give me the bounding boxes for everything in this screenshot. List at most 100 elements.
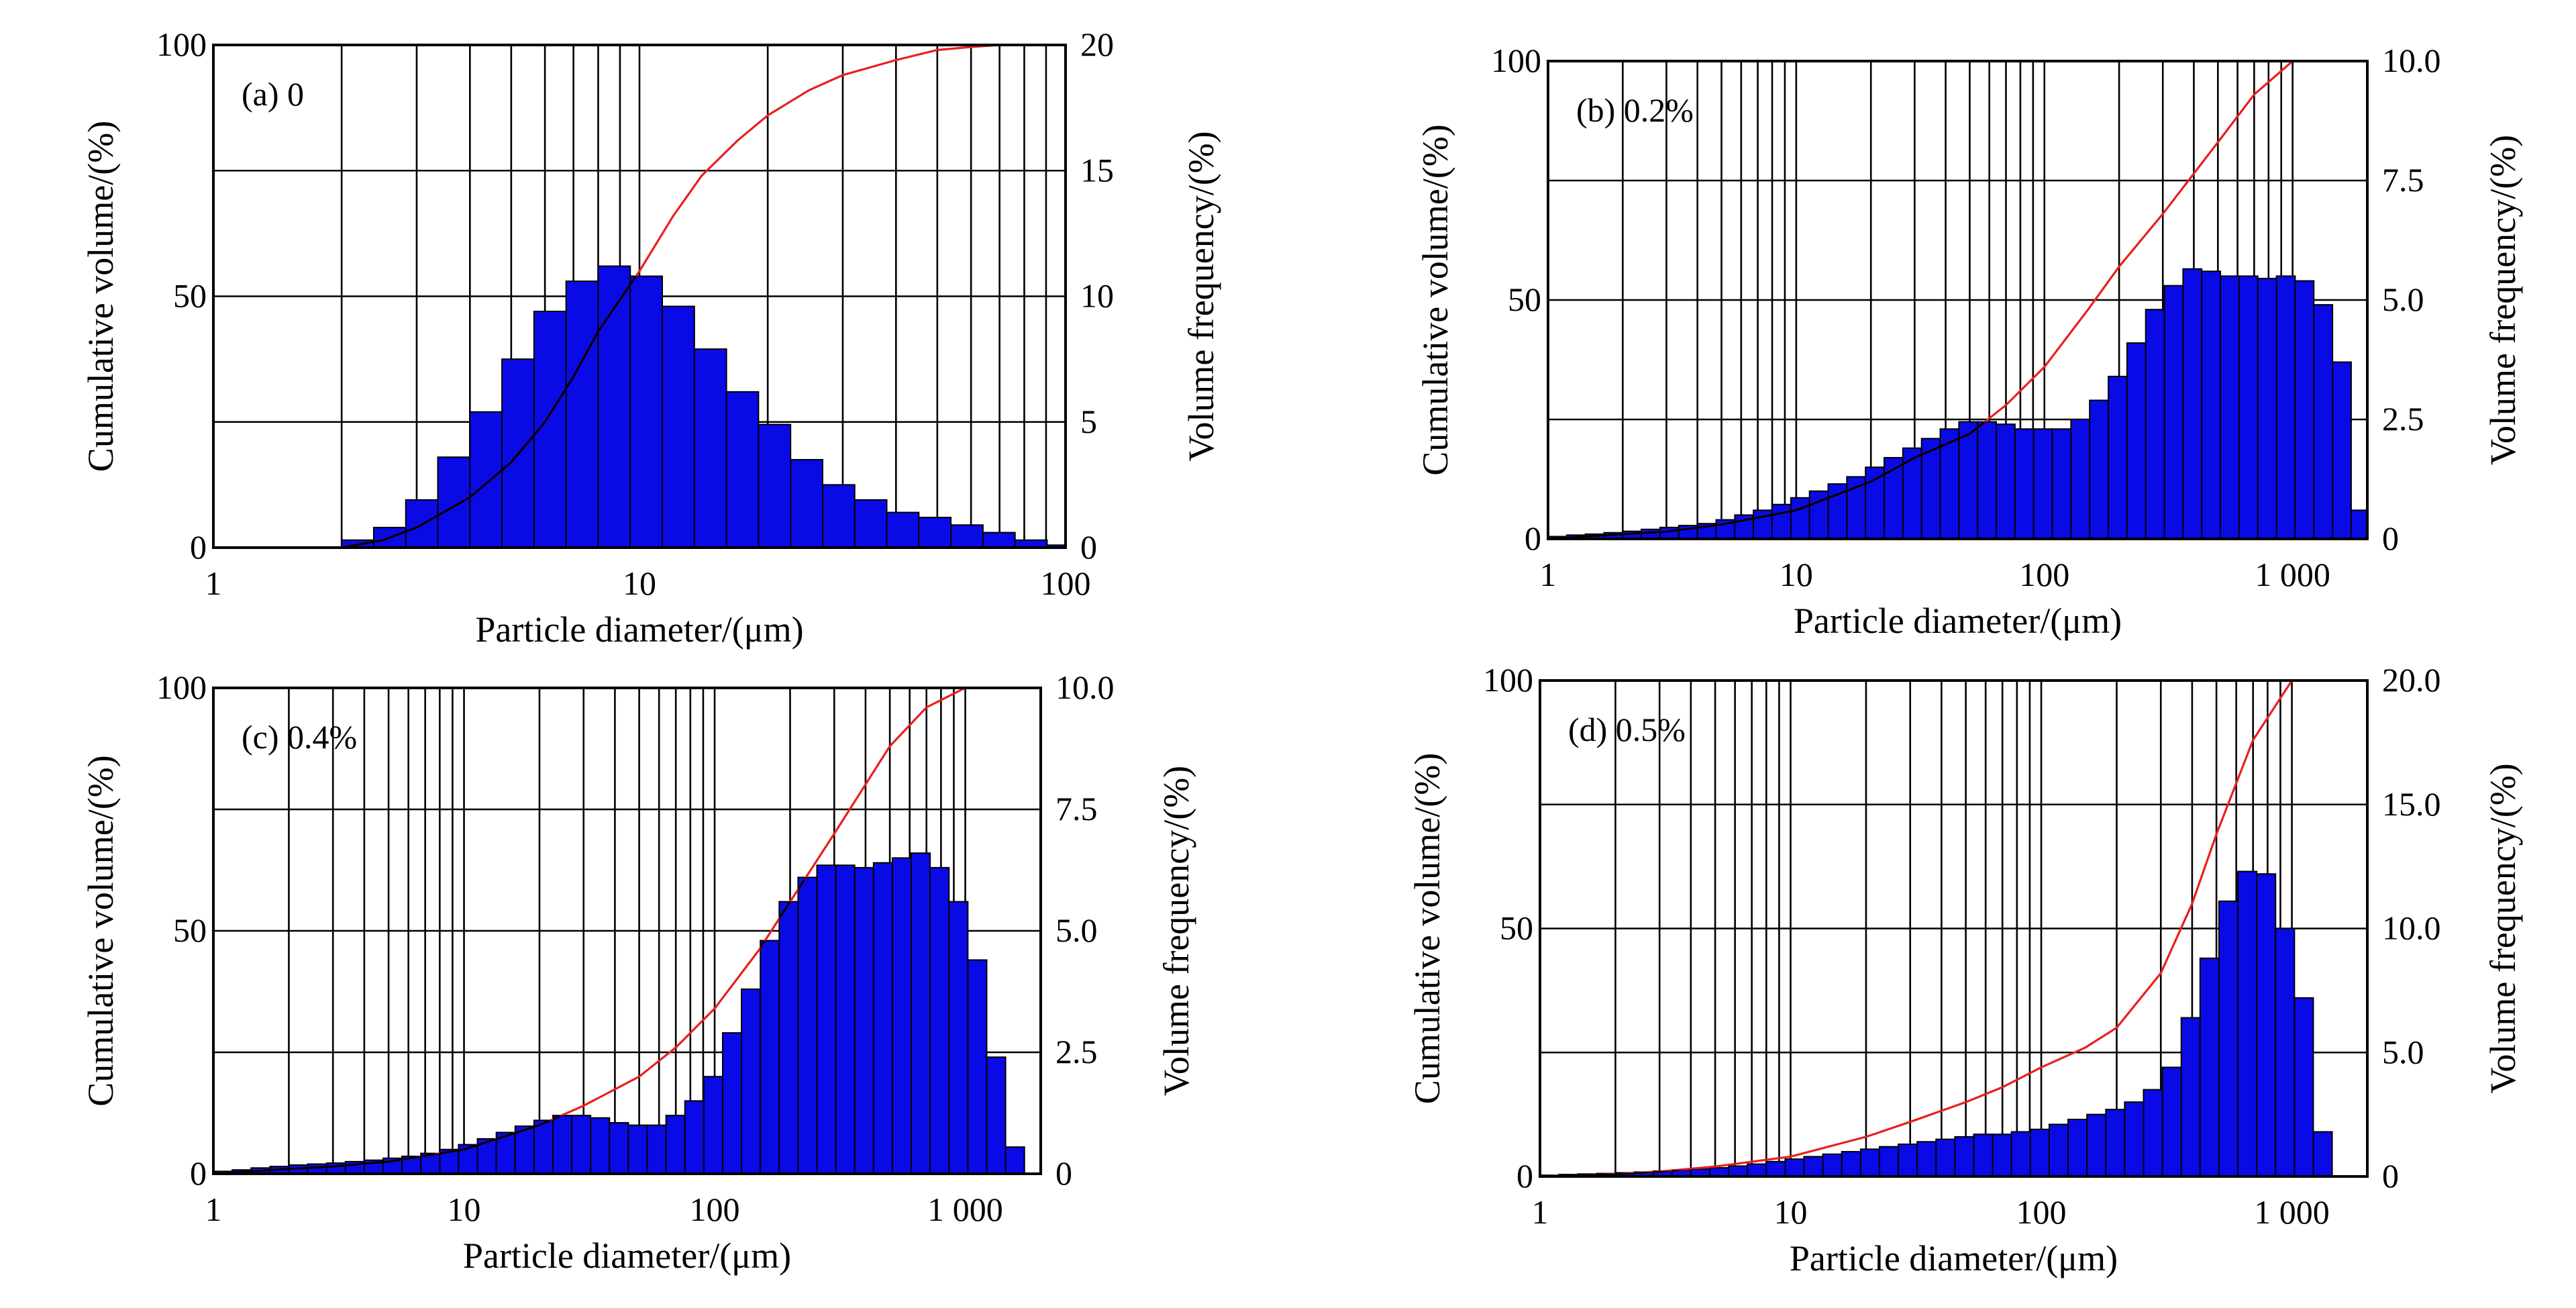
frequency-bars (213, 852, 1025, 1175)
histogram-bar (1865, 466, 1886, 540)
histogram-bar (703, 1076, 723, 1174)
histogram-bar (1803, 1156, 1824, 1177)
x-tick-label: 10 (623, 564, 656, 602)
x-tick-label: 10 (1774, 1193, 1808, 1231)
histogram-bar (821, 484, 856, 548)
y-right-tick-label: 7.5 (2382, 161, 2424, 199)
histogram-bar (1935, 1138, 1956, 1177)
histogram-bar (2014, 428, 2034, 540)
plot-frame (212, 687, 1042, 1175)
histogram-bar (2145, 309, 2165, 540)
cumulative-curve-overlap (342, 266, 1066, 548)
y-left-tick-label: 0 (190, 528, 207, 566)
histogram-bar (1728, 1165, 1749, 1177)
histogram-bar (2220, 275, 2240, 540)
plot-frame (1547, 60, 2369, 540)
y-right-tick-label: 15.0 (2382, 785, 2441, 823)
histogram-bar (872, 862, 893, 1174)
y-right-tick-label: 0 (2382, 519, 2399, 557)
chart-panel-3: 1 10 100 1 000 0 50 100 0 2.5 5.0 7.5 10.0 Particle … (81, 668, 1196, 1276)
histogram-bar (2199, 957, 2220, 1177)
histogram-bar (891, 857, 913, 1175)
histogram-bar (1004, 1146, 1025, 1175)
histogram-bar (948, 901, 969, 1175)
y-left-tick-label: 50 (1508, 281, 1541, 318)
x-axis-title: Particle diameter/(μm) (463, 1236, 791, 1276)
histogram-bar (627, 1124, 648, 1174)
histogram-bar (533, 1119, 554, 1174)
y-right-tick-label: 0 (1055, 1154, 1072, 1192)
histogram-bar (797, 876, 818, 1174)
histogram-bar (950, 524, 984, 548)
panel-label: (a) 0 (242, 75, 304, 113)
y-left-tick-label: 0 (190, 1154, 207, 1192)
histogram-bar (2086, 1113, 2107, 1177)
y-right-tick-label: 5.0 (2382, 1033, 2424, 1070)
histogram-bar (571, 1115, 592, 1174)
y-right-tick-label: 10.0 (2382, 42, 2441, 79)
histogram-bar (609, 1121, 629, 1174)
histogram-bar (2089, 399, 2110, 540)
histogram-bar (1641, 528, 1661, 540)
panel-label: (b) 0.2% (1576, 91, 1694, 129)
histogram-bar (1659, 526, 1680, 540)
histogram-bar (2332, 361, 2352, 540)
histogram-bar (918, 517, 952, 548)
histogram-bar (552, 1115, 573, 1174)
cumulative-curve (1539, 679, 2367, 1178)
histogram-bar (1954, 1136, 1975, 1178)
histogram-bar (665, 1115, 686, 1174)
y-right-tick-label: 15 (1080, 151, 1114, 189)
histogram-bar (2105, 1109, 2126, 1177)
x-tick-label: 1 000 (2254, 1193, 2330, 1231)
histogram-bar (1878, 1146, 1900, 1178)
y-left-tick-label: 100 (1483, 661, 1533, 699)
histogram-bar (1822, 1153, 1843, 1177)
histogram-bar (437, 456, 471, 548)
histogram-bar (629, 275, 664, 548)
histogram-bar (741, 988, 762, 1174)
histogram-bar (2218, 900, 2239, 1177)
y-left-tick-label: 0 (1516, 1157, 1533, 1195)
histogram-bar (2163, 285, 2184, 540)
y-right-tick-label: 5.0 (1055, 911, 1098, 949)
frequency-bars (341, 265, 1066, 549)
histogram-bar (854, 866, 874, 1174)
histogram-bar (982, 532, 1016, 549)
x-tick-label: 10 (448, 1191, 481, 1228)
y-left-tick-label: 50 (173, 911, 207, 949)
y-left-axis-title: Cumulative volume/(%) (1415, 124, 1455, 475)
x-axis-title: Particle diameter/(μm) (475, 609, 803, 650)
histogram-bar (721, 1032, 743, 1175)
histogram-bar (1939, 428, 1960, 540)
y-left-axis-title: Cumulative volume/(%) (1407, 753, 1447, 1104)
y-right-tick-label: 7.5 (1055, 790, 1098, 827)
y-left-axis-title: Cumulative volume/(%) (81, 121, 121, 472)
histogram-bar (725, 391, 760, 548)
histogram-bar (693, 348, 727, 549)
y-left-tick-label: 100 (156, 668, 207, 706)
x-tick-label: 1 (1532, 1193, 1549, 1231)
histogram-bar (2124, 1101, 2145, 1178)
histogram-bar (1747, 1163, 1767, 1178)
histogram-bar (1916, 1141, 1937, 1178)
chart-panel-2: 1 10 100 1 000 0 50 100 0 2.5 5.0 7.5 10.0 Particle … (1415, 42, 2523, 641)
y-right-axis-title: Volume frequency/(%) (1181, 131, 1221, 461)
x-tick-label: 1 (1540, 556, 1557, 593)
frequency-bars (1539, 870, 2333, 1178)
histogram-bar (2070, 419, 2091, 540)
histogram-bar (1841, 1151, 1861, 1178)
histogram-bar (565, 281, 599, 548)
x-tick-label: 1 000 (927, 1191, 1003, 1228)
histogram-bar (2048, 1123, 2069, 1178)
panel-label: (c) 0.4% (242, 718, 357, 756)
chart-panel-4: 1 10 100 1 000 0 50 100 0 5.0 10.0 15.0 20.0 Particl… (1407, 661, 2523, 1278)
y-left-tick-label: 50 (1500, 909, 1533, 947)
histogram-bar (835, 864, 856, 1174)
histogram-bar (2294, 280, 2315, 540)
histogram-bar (758, 423, 792, 548)
plot-frame (212, 44, 1067, 549)
y-right-tick-label: 2.5 (2382, 400, 2424, 438)
